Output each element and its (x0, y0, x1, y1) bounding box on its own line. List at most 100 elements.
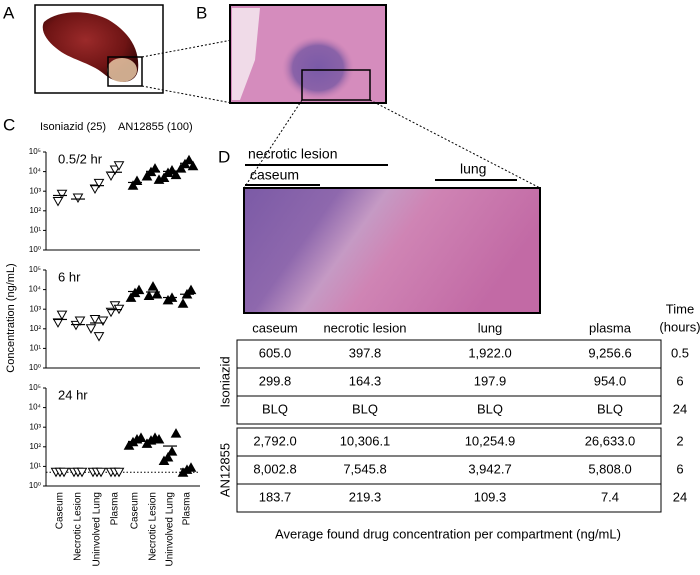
y-tick-label: 10⁰ (29, 245, 41, 254)
data-point (177, 298, 189, 308)
table-cell: 2,792.0 (253, 433, 296, 448)
time-cell: 0.5 (671, 345, 689, 360)
y-tick-label: 10¹ (29, 226, 41, 235)
table-box (236, 427, 662, 513)
table-cell: 7,545.8 (343, 461, 386, 476)
data-point (52, 318, 64, 328)
table-cell: 26,633.0 (585, 433, 636, 448)
table-cell: 9,256.6 (588, 345, 631, 360)
time-cell: 6 (676, 461, 683, 476)
data-point (153, 433, 165, 444)
table-cell: 954.0 (594, 373, 627, 388)
zoom-line (141, 39, 233, 58)
data-point (89, 184, 101, 194)
data-point (74, 316, 86, 327)
table-caption: Average found drug concentration per com… (275, 526, 621, 541)
zoom-box (107, 56, 143, 87)
table-cell: 8,002.8 (253, 461, 296, 476)
x-tick-label: Uninvolved Lung (92, 492, 103, 567)
data-point (166, 165, 178, 175)
group-label: AN12855 (217, 443, 232, 497)
chart-title: 6 hr (58, 269, 81, 284)
data-point (151, 288, 163, 299)
data-point (85, 324, 97, 334)
chart-title: 24 hr (58, 387, 88, 402)
region-label: caseum (250, 167, 299, 183)
data-point (72, 193, 84, 204)
y-tick-label: 10⁴ (29, 167, 42, 176)
panel-letter: C (3, 115, 15, 134)
data-point (125, 292, 137, 302)
table-cell: 10,306.1 (340, 433, 391, 448)
data-point (93, 178, 105, 189)
region-label: lung (460, 161, 486, 177)
lesion (282, 36, 354, 100)
data-point (105, 307, 117, 318)
y-tick-label: 10³ (29, 304, 41, 313)
y-tick-label: 10⁰ (29, 363, 41, 372)
chart-title: 0.5/2 hr (58, 151, 103, 166)
y-tick-label: 10² (29, 442, 41, 451)
data-point (89, 314, 101, 325)
y-tick-label: 10⁰ (29, 481, 41, 490)
table-cell: 299.8 (259, 373, 292, 388)
data-point (93, 332, 105, 342)
data-point (113, 161, 125, 171)
data-point (97, 316, 109, 327)
tissue-space (232, 8, 260, 100)
column-header: necrotic lesion (323, 320, 406, 335)
table-cell: BLQ (352, 401, 378, 416)
table-cell: 197.9 (474, 373, 507, 388)
data-point (187, 160, 199, 171)
y-tick-label: 10⁴ (29, 285, 42, 294)
data-point (70, 320, 82, 331)
table-cell: 3,942.7 (468, 461, 511, 476)
data-point (52, 196, 64, 207)
organ-highlight (107, 58, 137, 82)
y-tick-label: 10³ (29, 186, 41, 195)
data-point (113, 467, 125, 478)
y-axis-label: Concentration (ng/mL) (5, 263, 17, 372)
column-header: caseum (252, 320, 298, 335)
panel-letter: B (196, 3, 207, 22)
x-tick-label: Necrotic Lesion (73, 492, 84, 561)
x-tick-label: Plasma (110, 492, 121, 526)
region-label: necrotic lesion (248, 146, 338, 162)
table-cell: BLQ (597, 401, 623, 416)
time-header: (hours) (659, 319, 700, 334)
group-label: Isoniazid (217, 356, 232, 407)
data-point (149, 163, 161, 173)
column-header: lung (478, 320, 503, 335)
time-cell: 2 (676, 433, 683, 448)
x-tick-label: Plasma (182, 492, 193, 526)
data-point (56, 189, 68, 200)
y-tick-label: 10⁵ (29, 147, 41, 156)
data-point (185, 284, 197, 295)
panel-letter: D (218, 147, 230, 166)
y-tick-label: 10² (29, 324, 41, 333)
table-cell: 10,254.9 (465, 433, 516, 448)
legend-entry: Isoniazid (25) (40, 121, 106, 133)
table-cell: 5,808.0 (588, 461, 631, 476)
table-cell: 219.3 (349, 489, 382, 504)
y-tick-label: 10⁵ (29, 265, 41, 274)
data-point (147, 281, 159, 291)
table-cell: BLQ (477, 401, 503, 416)
table-cell: 1,922.0 (468, 345, 511, 360)
data-point (56, 310, 68, 321)
table-cell: 7.4 (601, 489, 619, 504)
table-cell: BLQ (262, 401, 288, 416)
table-cell: 605.0 (259, 345, 292, 360)
table-cell: 397.8 (349, 345, 382, 360)
data-point (109, 165, 121, 176)
y-tick-label: 10⁵ (29, 383, 41, 392)
table-cell: 183.7 (259, 489, 292, 504)
y-tick-label: 10¹ (29, 462, 41, 471)
y-tick-label: 10³ (29, 422, 41, 431)
x-tick-label: Caseum (55, 492, 66, 529)
y-tick-label: 10⁴ (29, 403, 42, 412)
zoom-line (141, 85, 233, 104)
panel-letter: A (3, 3, 15, 22)
zoom-line (243, 99, 303, 189)
data-point (143, 290, 155, 301)
